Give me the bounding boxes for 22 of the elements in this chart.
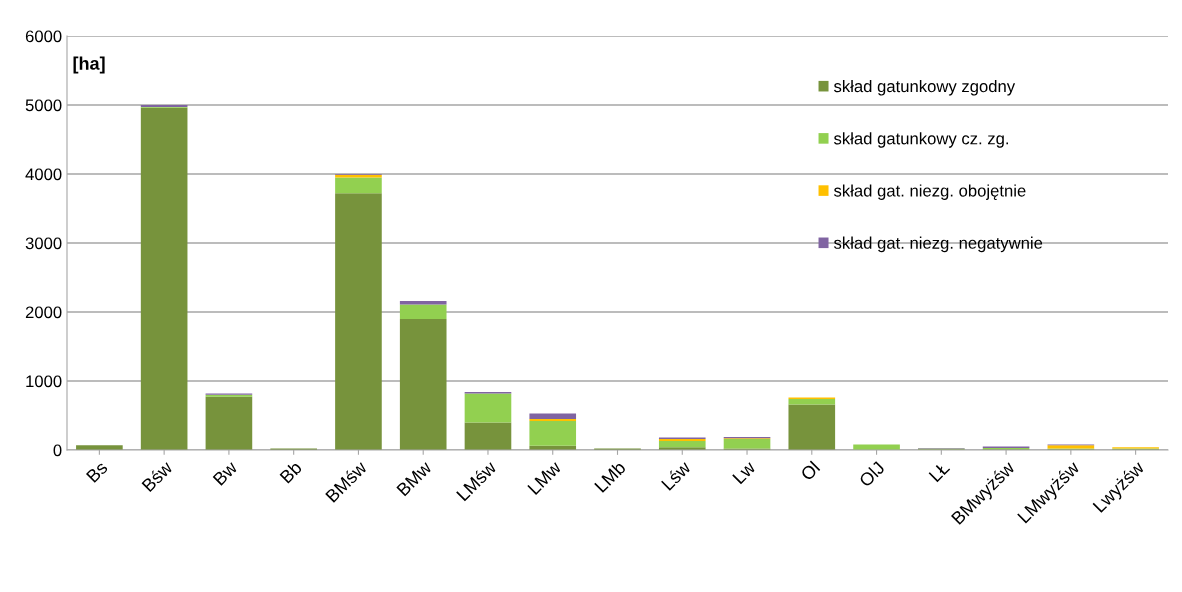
y-tick-label: 3000: [25, 237, 62, 250]
legend-label: skład gatunkowy zgodny: [833, 79, 1016, 96]
y-tick-label: 4000: [25, 168, 62, 181]
x-tick-label: Lw: [732, 460, 757, 485]
x-tick-label: Lśw: [660, 459, 692, 491]
y-axis-title: [ha]: [73, 56, 105, 74]
legend-label: skład gat. niezg. negatywnie: [833, 236, 1043, 253]
legend-label: skład gatunkowy cz. zg.: [833, 132, 1009, 148]
y-tick-label: 6000: [25, 30, 62, 43]
x-tick-label: LŁ: [928, 460, 951, 483]
x-tick-label: OlJ: [858, 460, 885, 488]
x-tick-label: Bśw: [140, 459, 174, 493]
x-tick-label: Ol: [799, 460, 821, 482]
y-tick-label: 0: [53, 444, 62, 457]
x-tick-label: Bb: [279, 460, 303, 484]
x-tick-label: LMb: [593, 460, 627, 493]
y-tick-label: 2000: [25, 306, 62, 319]
legend-label: skład gat. niezg. obojętnie: [833, 184, 1026, 200]
x-tick-label: Bs: [86, 460, 109, 483]
x-tick-label: Bw: [212, 460, 239, 486]
y-tick-label: 1000: [26, 375, 62, 388]
y-tick-label: 5000: [25, 99, 62, 112]
